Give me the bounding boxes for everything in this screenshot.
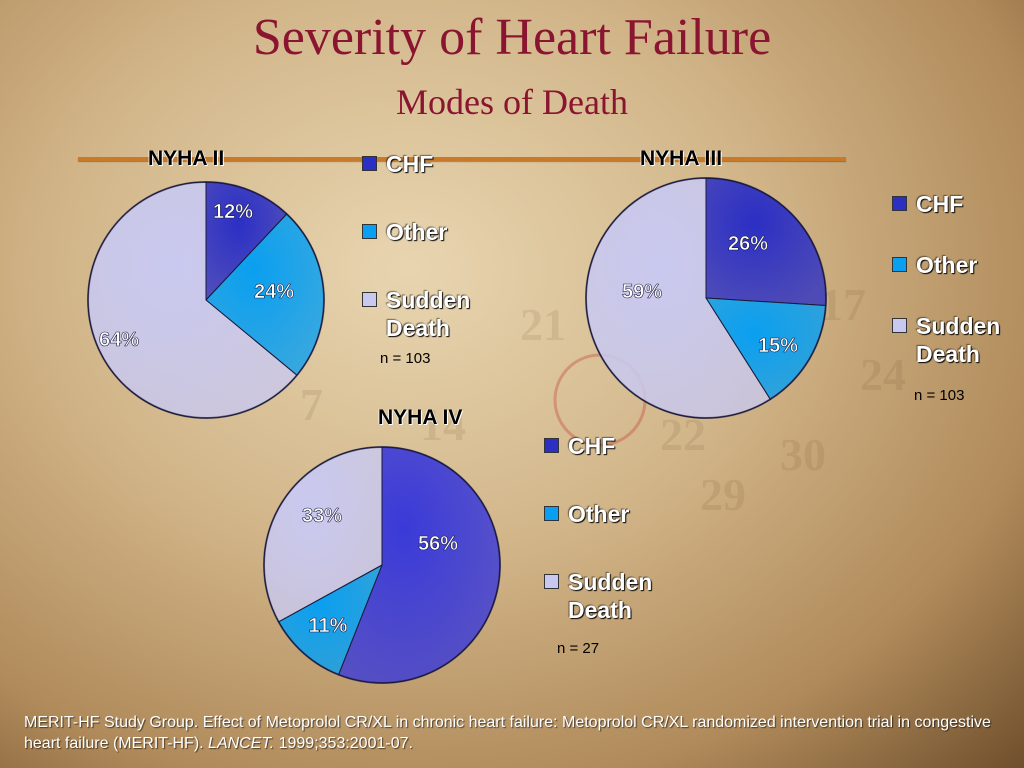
svg-text:21: 21 bbox=[520, 299, 566, 350]
data-label-chf: 12% bbox=[213, 201, 253, 223]
chart-title-nyha-ii: NYHA II bbox=[148, 147, 225, 170]
pie-chart-nyha-iv: 56% 11% 33% bbox=[263, 446, 501, 684]
data-label-sudden-death: 59% bbox=[622, 281, 662, 303]
data-label-sudden-death: 64% bbox=[99, 329, 139, 351]
legend-item-sudden-death: Sudden Death bbox=[544, 568, 652, 624]
legend-swatch-sudden-death bbox=[892, 318, 907, 333]
legend-swatch-chf bbox=[544, 438, 559, 453]
citation-reference: 1999;353:2001-07. bbox=[274, 735, 413, 752]
pie-chart-nyha-iii: 26% 15% 59% bbox=[585, 177, 827, 419]
legend-item-chf: CHF bbox=[362, 150, 470, 178]
sample-size-nyha-iv: n = 27 bbox=[557, 640, 600, 657]
data-label-other: 24% bbox=[254, 281, 294, 303]
data-label-chf: 26% bbox=[728, 233, 768, 255]
legend-swatch-sudden-death bbox=[362, 292, 377, 307]
legend-item-other: Other bbox=[362, 218, 470, 246]
legend-swatch-chf bbox=[362, 156, 377, 171]
legend-item-sudden-death: Sudden Death bbox=[892, 312, 1000, 368]
title-divider bbox=[78, 157, 846, 161]
legend-swatch-chf bbox=[892, 196, 907, 211]
chart-title-nyha-iii: NYHA III bbox=[640, 147, 723, 170]
svg-text:30: 30 bbox=[780, 429, 826, 480]
legend-item-other: Other bbox=[544, 500, 652, 528]
pie-rim bbox=[585, 177, 827, 419]
pie-rim bbox=[87, 181, 325, 419]
sample-size-nyha-iii: n = 103 bbox=[914, 387, 965, 404]
legend-item-sudden-death: Sudden Death bbox=[362, 286, 470, 342]
citation-text: MERIT-HF Study Group. Effect of Metoprol… bbox=[24, 714, 991, 752]
legend-swatch-other bbox=[892, 257, 907, 272]
legend-item-chf: CHF bbox=[544, 432, 652, 460]
legend-item-other: Other bbox=[892, 251, 1000, 279]
legend-swatch-other bbox=[362, 224, 377, 239]
data-label-sudden-death: 33% bbox=[302, 505, 342, 527]
legend-nyha-iv: CHF Other Sudden Death bbox=[544, 432, 652, 624]
legend-nyha-iii: CHF Other Sudden Death bbox=[892, 190, 1000, 368]
pie-rim bbox=[263, 446, 501, 684]
slide-subtitle: Modes of Death bbox=[396, 82, 628, 122]
data-label-other: 15% bbox=[758, 335, 798, 357]
pie-chart-nyha-ii: 12% 24% 64% bbox=[87, 181, 325, 419]
data-label-chf: 56% bbox=[418, 533, 458, 555]
slide-title: Severity of Heart Failure bbox=[252, 9, 772, 66]
svg-text:29: 29 bbox=[700, 469, 746, 520]
citation-journal: LANCET. bbox=[208, 735, 275, 752]
legend-swatch-other bbox=[544, 506, 559, 521]
legend-nyha-ii: CHF Other Sudden Death bbox=[362, 150, 470, 342]
legend-item-chf: CHF bbox=[892, 190, 1000, 218]
legend-swatch-sudden-death bbox=[544, 574, 559, 589]
sample-size-nyha-ii: n = 103 bbox=[380, 350, 431, 367]
chart-title-nyha-iv: NYHA IV bbox=[378, 406, 463, 429]
data-label-other: 11% bbox=[309, 615, 348, 637]
citation: MERIT-HF Study Group. Effect of Metoprol… bbox=[24, 712, 1014, 754]
